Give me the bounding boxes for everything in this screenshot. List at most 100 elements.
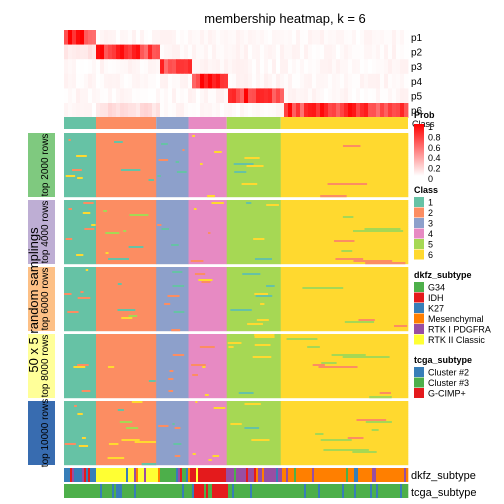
dkfz-cell — [360, 468, 363, 482]
heat-cell — [226, 455, 282, 458]
prob-cell — [268, 103, 273, 118]
heat-cell — [95, 181, 157, 184]
heat-cell — [188, 427, 228, 430]
heat-cell — [156, 421, 189, 424]
tcga-cell — [94, 484, 97, 498]
heat-cell — [64, 236, 97, 239]
prob-cell — [316, 59, 321, 75]
heat-cell — [95, 396, 157, 399]
heat-cell — [64, 220, 97, 223]
prob-cell — [228, 73, 233, 89]
prob-cell — [336, 59, 341, 75]
prob-cell — [76, 59, 81, 75]
dkfz-cell — [186, 468, 189, 482]
heat-cell — [188, 303, 228, 306]
heat-cell — [156, 232, 189, 235]
heat-cell — [64, 358, 97, 361]
heat-cell — [95, 210, 157, 213]
dkfz-cell — [124, 468, 127, 482]
dkfz-cell — [248, 468, 251, 482]
heat-cell — [156, 409, 189, 412]
heat-cell — [95, 315, 157, 318]
tcga-cell — [146, 484, 149, 498]
heat-cell — [226, 368, 282, 371]
prob-cell — [152, 44, 157, 60]
prob-cell — [248, 73, 253, 89]
prob-cell — [368, 103, 373, 118]
tcga-cell — [358, 484, 361, 498]
prob-cell — [220, 73, 225, 89]
prob-cell — [80, 59, 85, 75]
dkfz-cell — [134, 468, 137, 482]
heat-cell-noise — [67, 311, 79, 314]
prob-cell — [180, 103, 185, 118]
heat-cell — [95, 445, 157, 448]
tcga-cell — [306, 484, 309, 498]
prob-cell — [356, 30, 361, 45]
heat-cell — [226, 370, 282, 373]
prob-cell — [184, 73, 189, 89]
prob-cell — [244, 44, 249, 60]
tcga-legend-title: tcga_subtype — [414, 355, 472, 365]
prob-row-label-p6: p6 — [411, 106, 423, 117]
heat-cell — [95, 449, 157, 452]
prob-cell — [364, 73, 369, 89]
dkfz-cell — [356, 468, 359, 482]
heat-cell — [64, 163, 97, 166]
heat-cell — [226, 358, 282, 361]
heat-cell — [280, 279, 409, 282]
heat-cell — [156, 358, 189, 361]
prob-cell — [244, 88, 249, 104]
heat-cell-noise — [246, 165, 264, 168]
heat-cell-noise — [211, 202, 224, 205]
prob-cell — [116, 88, 121, 104]
heat-cell — [188, 362, 228, 365]
tcga-legend-label: G-CIMP+ — [428, 389, 466, 399]
tcga-cell — [86, 484, 89, 498]
heat-cell — [280, 271, 409, 274]
prob-cell — [328, 59, 333, 75]
heat-cell — [188, 147, 228, 150]
prob-cell — [124, 73, 129, 89]
heat-cell — [226, 189, 282, 192]
prob-cell — [240, 103, 245, 118]
heat-cell — [64, 451, 97, 454]
heat-cell — [156, 222, 189, 225]
heat-cell — [95, 313, 157, 316]
prob-cell — [372, 44, 377, 60]
heat-cell — [156, 301, 189, 304]
tcga-cell — [350, 484, 353, 498]
tcga-cell — [404, 484, 407, 498]
prob-cell — [248, 103, 253, 118]
heat-cell — [64, 189, 97, 192]
heat-cell — [280, 287, 409, 290]
prob-cell — [292, 103, 297, 118]
prob-cell — [232, 88, 237, 104]
prob-cell — [380, 59, 385, 75]
heat-cell — [64, 299, 97, 302]
heat-cell-noise — [320, 195, 347, 198]
dkfz-cell — [288, 468, 291, 482]
heat-cell — [188, 384, 228, 387]
tcga-cell — [264, 484, 267, 498]
heat-cell-noise — [198, 279, 213, 282]
heat-cell-noise — [266, 204, 279, 207]
tcga-cell — [156, 484, 159, 498]
heat-cell — [280, 447, 409, 450]
heat-cell — [226, 447, 282, 450]
tcga-cell — [318, 484, 321, 498]
tcga-cell — [308, 484, 311, 498]
dkfz-cell — [100, 468, 103, 482]
dkfz-cell — [74, 468, 77, 482]
dkfz-cell — [380, 468, 383, 482]
tcga-cell — [206, 484, 209, 498]
heat-cell — [156, 392, 189, 395]
heat-cell — [226, 336, 282, 339]
heat-cell — [188, 236, 228, 239]
prob-cell — [328, 73, 333, 89]
heat-cell — [226, 149, 282, 152]
heat-cell — [280, 175, 409, 178]
dkfz-cell — [180, 468, 183, 482]
heat-cell — [280, 133, 409, 136]
heat-cell — [188, 307, 228, 310]
